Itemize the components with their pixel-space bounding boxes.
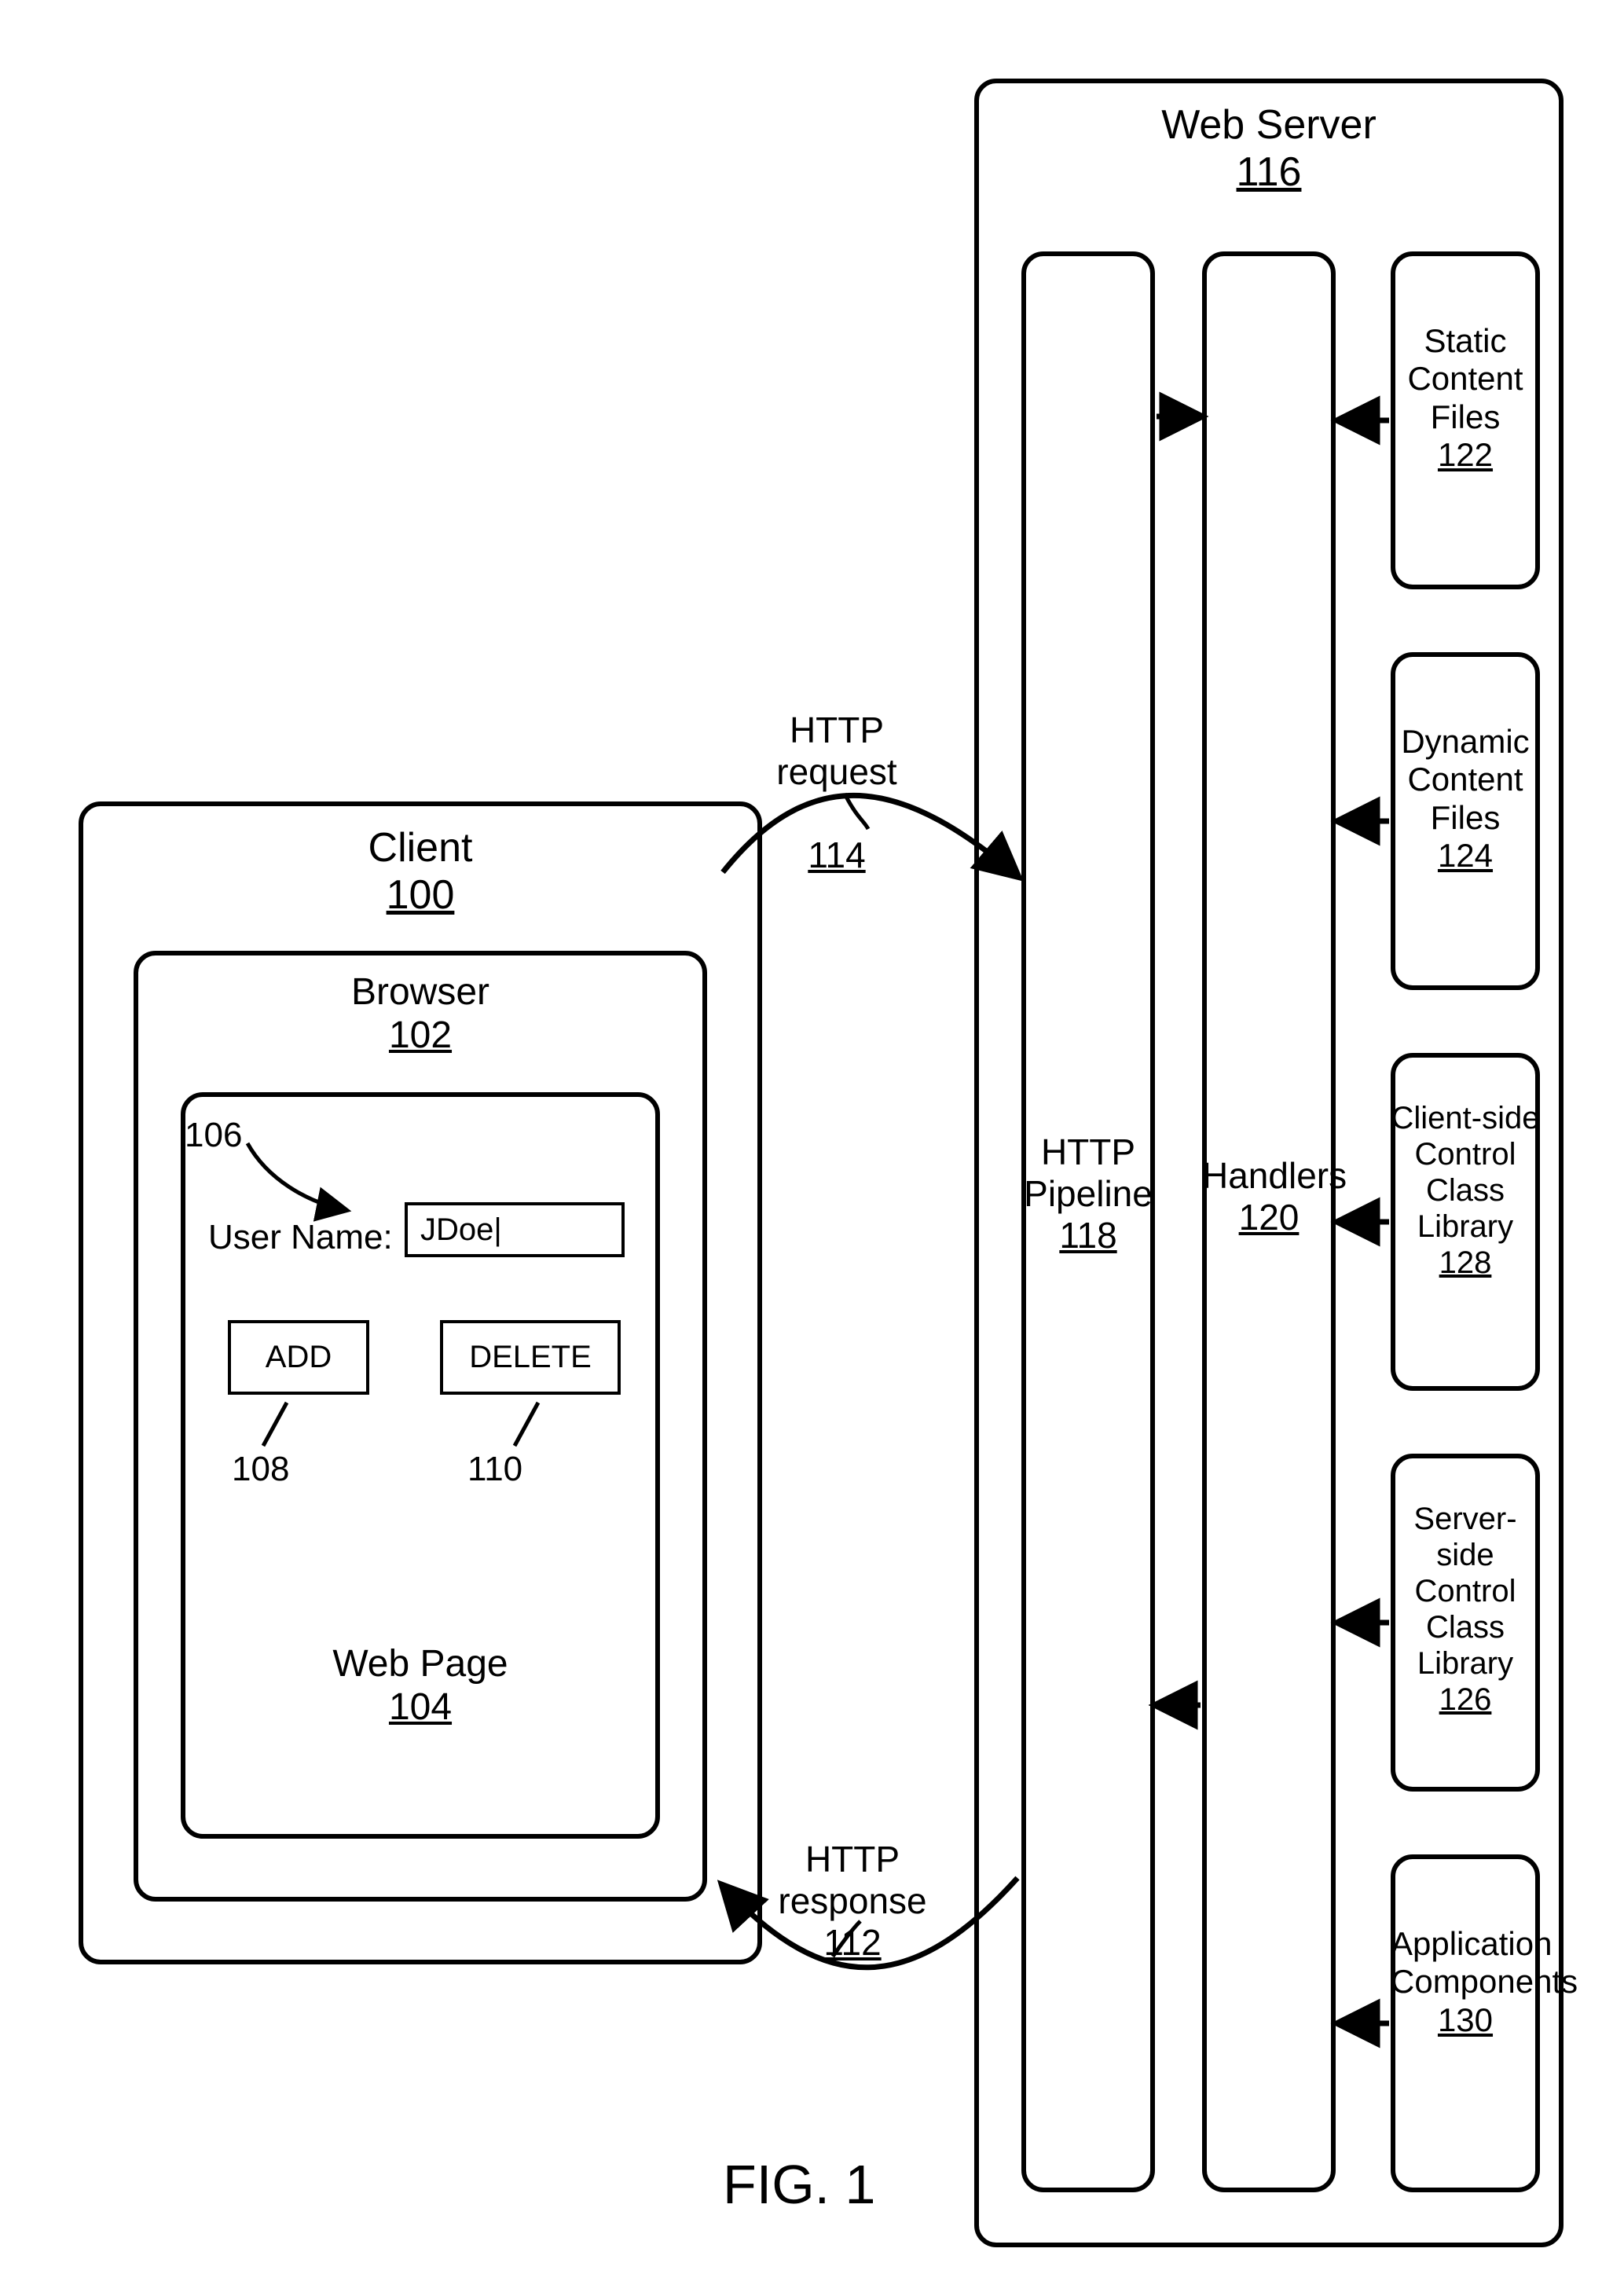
http-request-text: HTTP request: [776, 710, 896, 792]
item-ref-3: 126: [1439, 1682, 1492, 1717]
client-title: Client 100: [79, 825, 762, 919]
browser-ref: 102: [389, 1014, 452, 1056]
pipeline-title-text: HTTP Pipeline: [1024, 1131, 1153, 1214]
webpage-title: Web Page 104: [181, 1642, 660, 1729]
server-ref: 116: [1237, 149, 1302, 195]
add-button[interactable]: ADD: [228, 1320, 369, 1395]
pipeline-ref: 118: [1059, 1215, 1116, 1256]
server-title: Web Server 116: [974, 102, 1564, 196]
handlers-title: Handlers 120: [1202, 1155, 1336, 1238]
item-label-3: Server-side Control Class Library 126: [1391, 1501, 1540, 1718]
client-title-text: Client: [368, 825, 473, 871]
add-ref: 108: [232, 1450, 289, 1490]
handlers-title-text: Handlers: [1202, 1155, 1347, 1196]
browser-title: Browser 102: [134, 970, 707, 1057]
figure-caption: FIG. 1: [723, 2153, 875, 2216]
username-field[interactable]: JDoe|: [405, 1202, 625, 1257]
item-title-1: Dynamic Content Files: [1401, 723, 1529, 836]
username-label: User Name:: [208, 1218, 393, 1258]
item-ref-0: 122: [1438, 436, 1493, 473]
item-title-0: Static Content Files: [1407, 322, 1523, 435]
http-response-ref: 112: [823, 1922, 881, 1963]
client-ref: 100: [387, 872, 455, 918]
item-label-4: Application Components 130: [1391, 1925, 1540, 2039]
webpage-ref: 104: [389, 1686, 452, 1728]
item-title-4: Application Components: [1391, 1925, 1578, 2000]
delete-ref: 110: [467, 1450, 522, 1490]
http-response-label: HTTP response 112: [762, 1839, 943, 1964]
item-ref-2: 128: [1439, 1245, 1492, 1280]
item-title-3: Server-side Control Class Library: [1413, 1502, 1516, 1681]
browser-title-text: Browser: [351, 971, 489, 1013]
server-title-text: Web Server: [1161, 102, 1377, 148]
http-request-ref: 114: [808, 834, 865, 875]
http-response-text: HTTP response: [778, 1839, 926, 1921]
username-ref: 106: [185, 1116, 242, 1156]
item-label-2: Client-side Control Class Library 128: [1391, 1100, 1540, 1281]
handlers-ref: 120: [1239, 1197, 1300, 1238]
item-ref-4: 130: [1438, 2001, 1493, 2038]
webpage-title-text: Web Page: [332, 1643, 508, 1685]
item-ref-1: 124: [1438, 837, 1493, 874]
http-request-label: HTTP request 114: [746, 668, 927, 875]
item-label-1: Dynamic Content Files 124: [1391, 723, 1540, 875]
item-title-2: Client-side Control Class Library: [1391, 1101, 1540, 1244]
pipeline-title: HTTP Pipeline 118: [1021, 1131, 1155, 1256]
item-label-0: Static Content Files 122: [1391, 322, 1540, 474]
diagram-root: Client 100 Browser 102 106 User Name: JD…: [31, 31, 1593, 2265]
delete-button[interactable]: DELETE: [440, 1320, 621, 1395]
